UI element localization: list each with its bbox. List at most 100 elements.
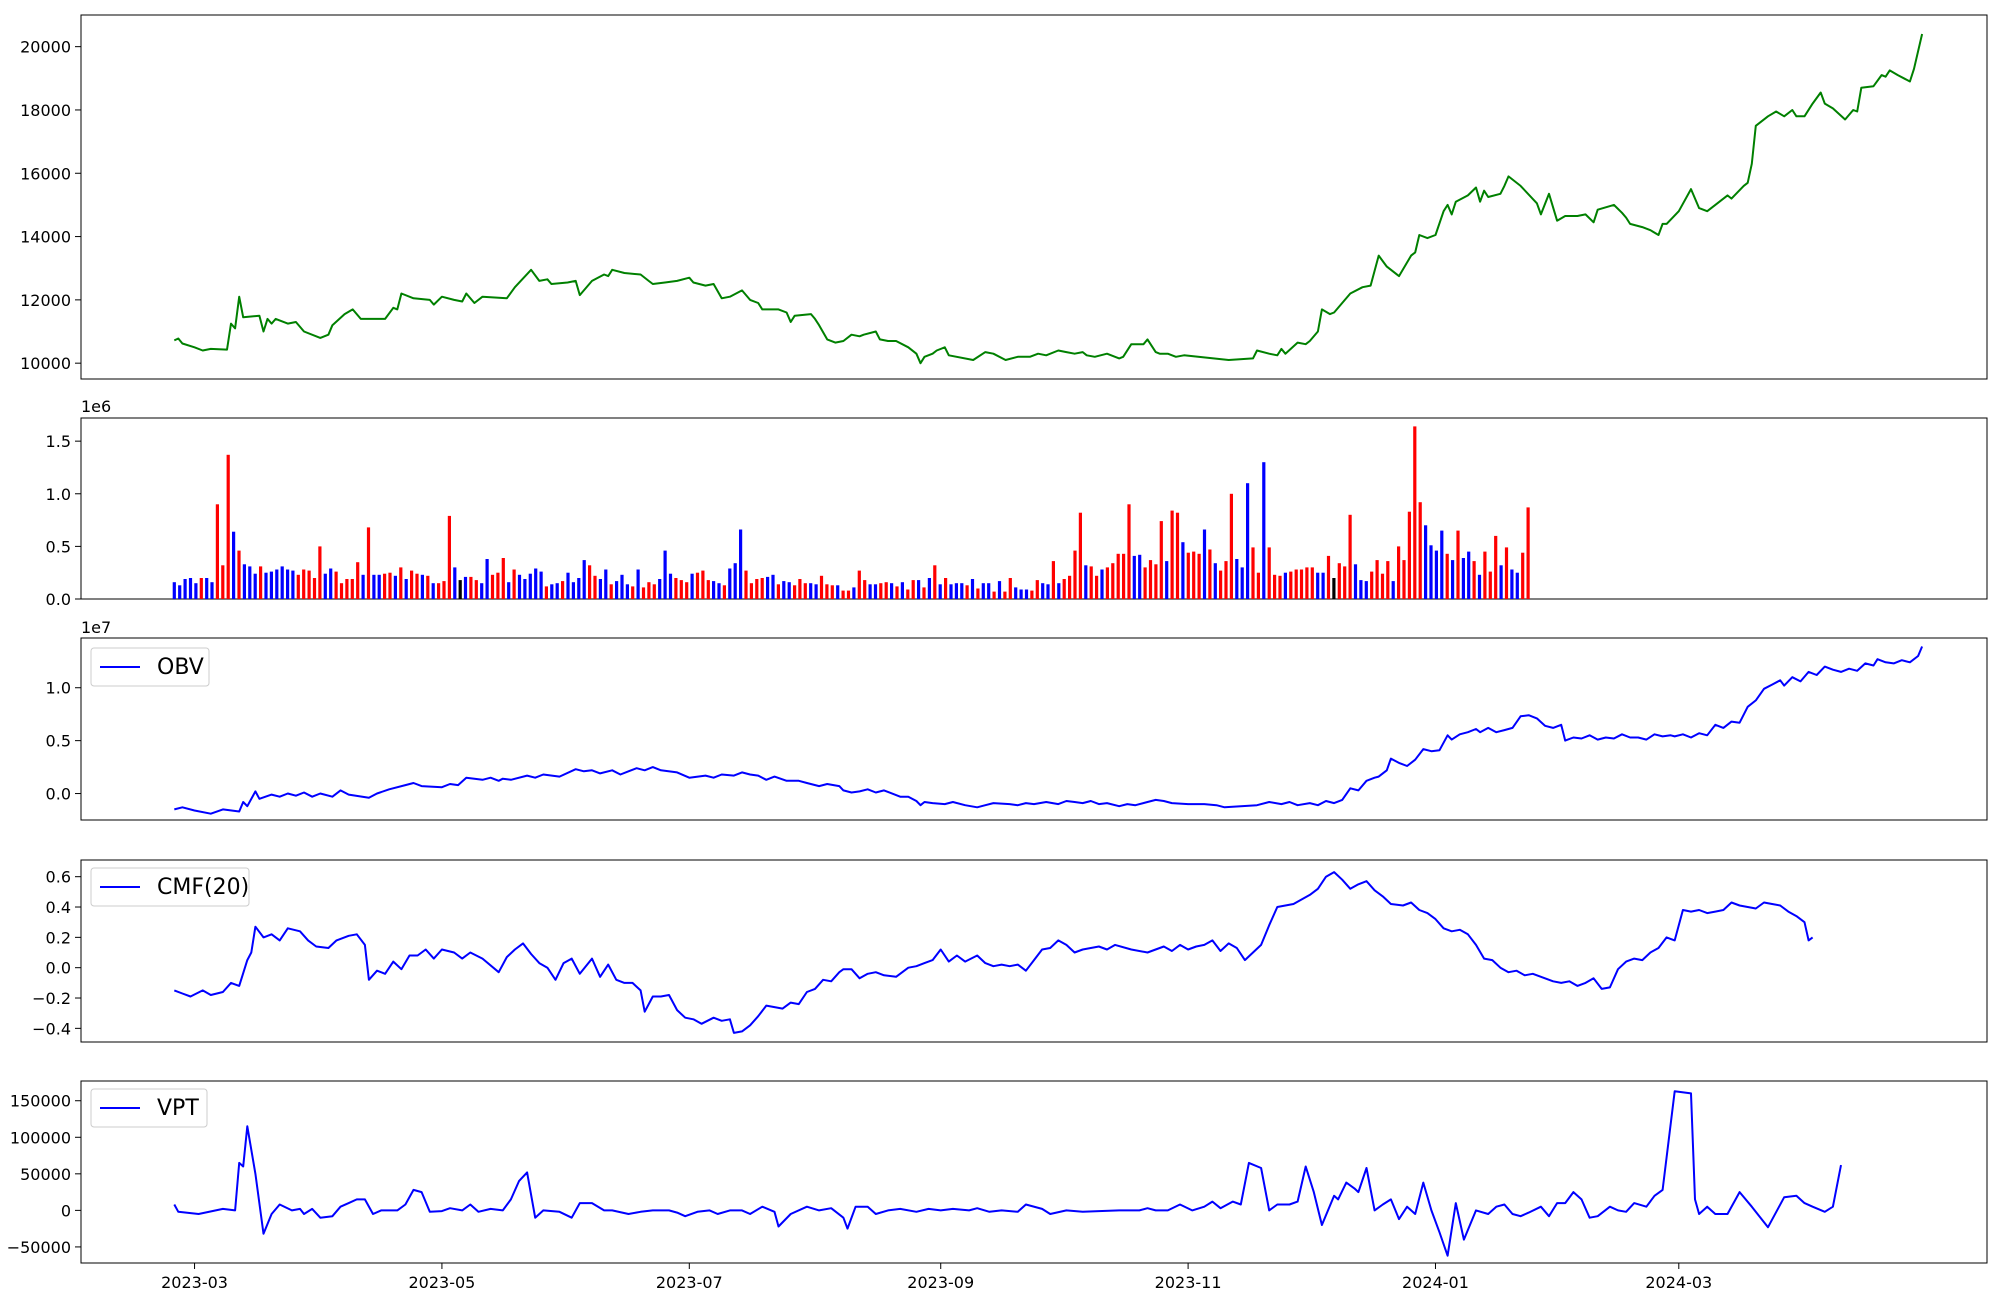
volume-bar [749, 583, 753, 599]
volume-bar [458, 580, 462, 599]
volume-bar [566, 572, 570, 599]
volume-bar [1364, 581, 1368, 599]
volume-bar [1175, 512, 1180, 599]
volume-bar [1316, 572, 1320, 599]
volume-bar [463, 576, 468, 599]
volume-bar [1418, 502, 1422, 599]
volume-bar [582, 560, 586, 599]
volume-bar [879, 583, 883, 599]
volume-bar [636, 569, 640, 599]
volume-bar [922, 587, 926, 599]
volume-bar [242, 564, 246, 599]
price-ytick-label: 10000 [20, 354, 71, 373]
volume-bar [1510, 569, 1514, 599]
vpt-plot-area [80, 1080, 1988, 1264]
volume-bar [1456, 530, 1460, 599]
volume-bar [383, 573, 387, 599]
volume-bar [523, 579, 527, 599]
price-ytick-label: 12000 [20, 291, 71, 310]
vpt-ytick-label: 150000 [10, 1092, 71, 1111]
volume-bar [1299, 569, 1304, 599]
volume-bar [695, 572, 700, 599]
volume-bar [960, 583, 964, 599]
cmf-legend-label: CMF(20) [157, 875, 249, 900]
x-tick-label: 2024-01 [1402, 1273, 1469, 1292]
volume-bar [625, 584, 629, 599]
cmf-ytick-label: −0.2 [32, 989, 71, 1008]
volume-bar [1246, 483, 1250, 599]
volume-bar [485, 559, 489, 599]
volume-bar [1256, 572, 1260, 599]
volume-bar [1143, 567, 1147, 599]
volume-bar [226, 454, 230, 599]
volume-bar [1267, 547, 1271, 599]
volume-bar [269, 571, 273, 599]
obv-series-line [174, 646, 1924, 815]
volume-bar [1273, 574, 1277, 599]
volume-bar [259, 566, 263, 599]
volume-bar [199, 578, 203, 599]
vpt-ytick-label: −50000 [7, 1238, 71, 1257]
volume-bar [717, 583, 721, 599]
volume-bar [631, 586, 635, 599]
volume-bar [318, 546, 322, 599]
volume-bar [339, 583, 344, 599]
volume-bar [507, 582, 511, 599]
volume-bar [474, 580, 478, 599]
volume-bar [178, 585, 182, 599]
price-ytick-label: 16000 [20, 164, 71, 183]
volume-ytick-label: 0.0 [46, 590, 71, 609]
volume-bar [755, 579, 759, 599]
volume-bar [1283, 572, 1287, 599]
volume-bar [976, 588, 980, 599]
volume-bar [1008, 578, 1012, 599]
volume-bar [366, 527, 371, 599]
x-tick-label: 2023-11 [1155, 1273, 1222, 1292]
x-tick-label: 2023-07 [656, 1273, 723, 1292]
volume-bar [431, 583, 435, 599]
volume-bar [766, 576, 770, 599]
volume-bar [1132, 555, 1136, 599]
x-tick-label: 2023-03 [161, 1273, 228, 1292]
volume-bar [410, 570, 414, 599]
volume-bar [1451, 560, 1455, 599]
volume-bar [1289, 571, 1293, 599]
price-ytick-label: 14000 [20, 228, 71, 247]
volume-bar [1186, 552, 1190, 599]
volume-bar [1262, 462, 1266, 599]
volume-bar [1348, 514, 1352, 599]
volume-bar [954, 583, 958, 599]
volume-bar [356, 562, 360, 599]
volume-bar [685, 582, 689, 599]
vpt-panel: VPT −50000 0 50000 100000 150000 2023-03 2023-… [7, 1080, 1988, 1292]
volume-bar [1170, 510, 1174, 599]
volume-bar [1062, 579, 1066, 599]
volume-bar [194, 583, 198, 599]
x-tick-label: 2023-09 [907, 1273, 974, 1292]
volume-plot-area [80, 417, 1988, 600]
volume-bar [512, 569, 516, 599]
volume-bar [615, 581, 619, 599]
volume-bar [1251, 547, 1255, 599]
volume-bar [501, 558, 505, 599]
volume-bar [1434, 550, 1438, 599]
volume-bar [539, 571, 543, 599]
volume-bar [809, 583, 813, 599]
volume-bar [1073, 550, 1077, 599]
volume-bar [803, 583, 807, 599]
volume-bar [1035, 580, 1039, 599]
volume-bar [329, 568, 333, 599]
volume-bar [782, 581, 786, 599]
volume-bar [722, 585, 726, 599]
volume-bar [965, 585, 969, 599]
volume-bar [377, 574, 381, 599]
volume-bar [609, 584, 613, 599]
volume-bar [744, 570, 748, 599]
volume-bar [970, 579, 975, 599]
volume-bar [728, 568, 732, 599]
volume-bar [426, 575, 430, 599]
volume-bar [237, 550, 241, 599]
volume-bar [275, 569, 279, 599]
volume-bar [480, 583, 484, 599]
volume-bar [334, 571, 338, 599]
